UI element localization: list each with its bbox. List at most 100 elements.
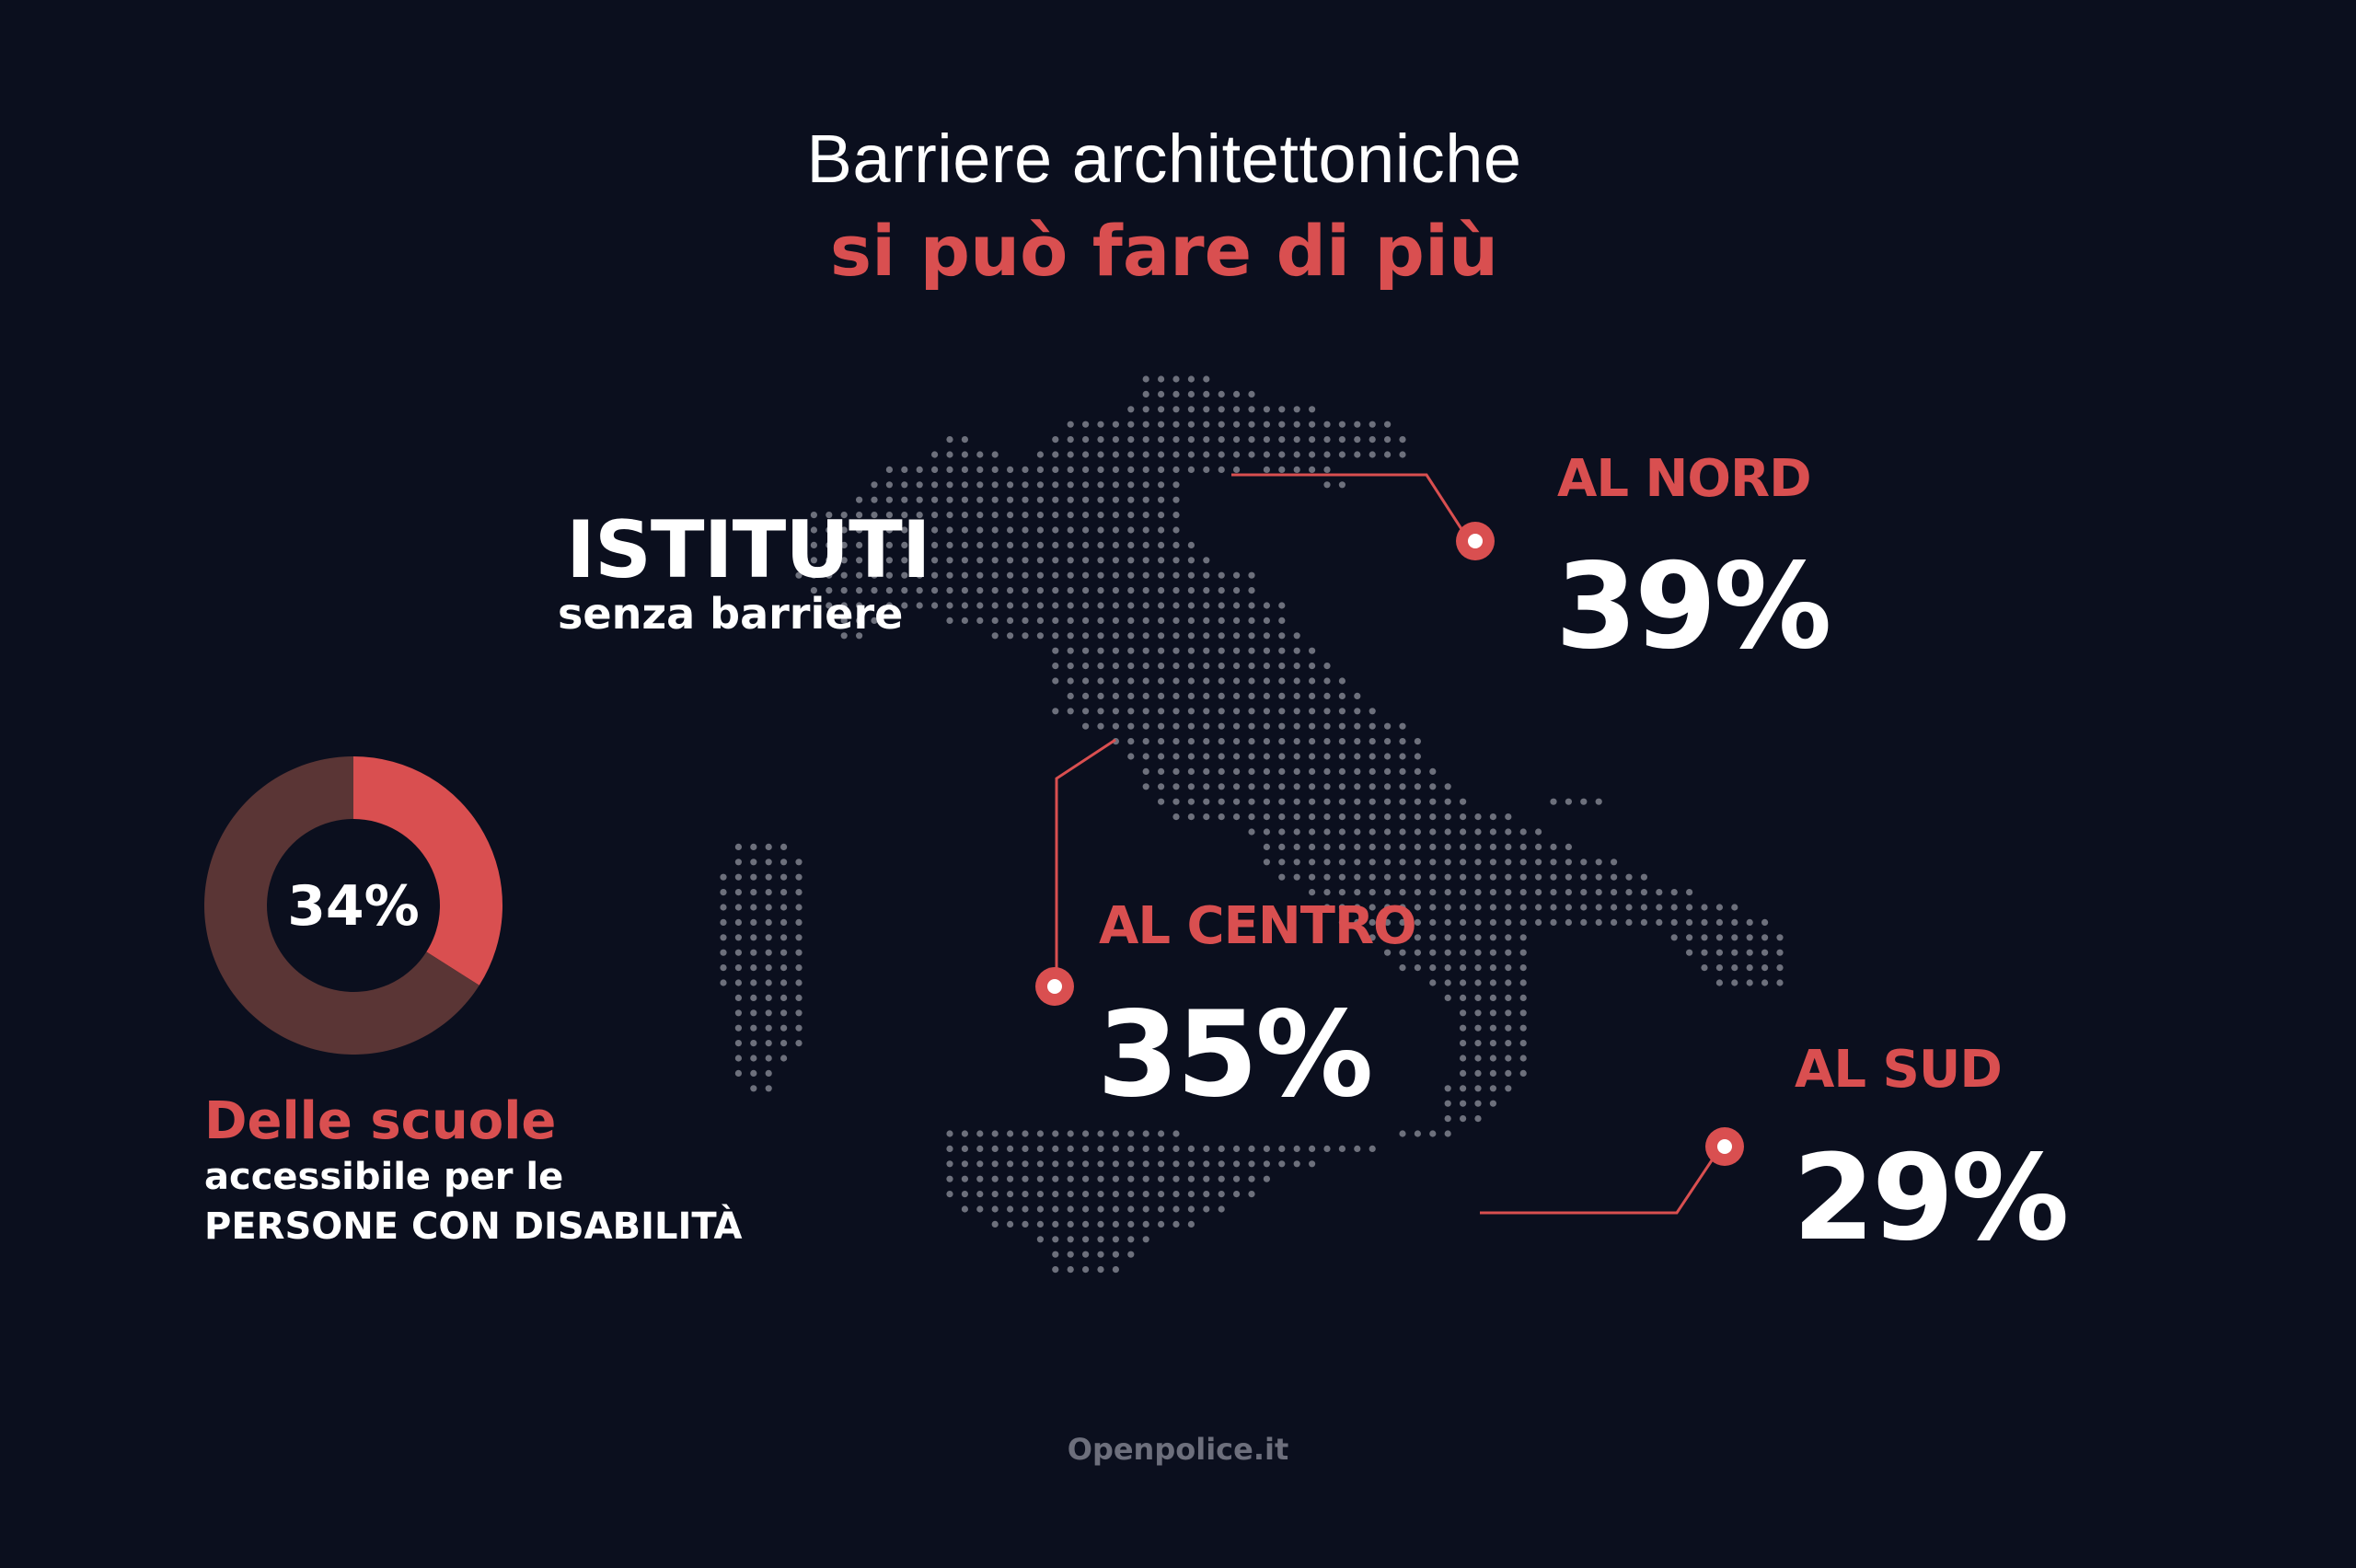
map-dot: [1052, 1160, 1059, 1168]
map-dot: [1595, 904, 1602, 911]
map-dot: [1097, 466, 1104, 473]
map-dot: [1474, 1100, 1482, 1107]
map-dot: [1460, 994, 1467, 1001]
map-dot: [1369, 421, 1376, 428]
map-dot: [840, 541, 848, 549]
map-dot: [1505, 1040, 1512, 1047]
map-dot: [856, 602, 863, 609]
map-dot: [1082, 436, 1090, 444]
map-dot: [1263, 843, 1270, 851]
map-dot: [1474, 1115, 1482, 1123]
map-dot: [1022, 1130, 1029, 1137]
map-dot: [1535, 828, 1542, 836]
map-dot: [1082, 617, 1090, 625]
map-dot: [1233, 587, 1241, 594]
map-dot: [1323, 708, 1331, 715]
map-dot: [1309, 677, 1316, 685]
map-dot: [1354, 798, 1361, 805]
map-dot: [1233, 798, 1241, 805]
region-value-nord: 39%: [1555, 538, 1831, 675]
map-dot: [1640, 889, 1647, 896]
map-dot: [1444, 979, 1451, 986]
map-dot: [1052, 1236, 1059, 1243]
map-dot: [1489, 918, 1496, 927]
map-dot: [1248, 1175, 1255, 1182]
map-dot: [1686, 889, 1693, 896]
map-dot: [1218, 798, 1225, 805]
region-label-centro: AL CENTRO: [1099, 896, 1417, 956]
map-dot: [1233, 1160, 1241, 1168]
map-dot: [810, 571, 818, 579]
map-dot: [1082, 1130, 1090, 1137]
map-dot: [1172, 571, 1180, 579]
donut-slice-accessible: [353, 756, 502, 986]
map-dot: [1158, 1145, 1165, 1152]
map-dot: [991, 496, 999, 503]
map-dot: [840, 571, 848, 579]
map-dot: [1233, 436, 1241, 444]
map-dot: [1067, 1220, 1074, 1228]
map-dot: [1172, 783, 1180, 790]
map-dot: [1218, 571, 1225, 579]
map-dot: [1127, 738, 1135, 745]
map-dot: [961, 481, 968, 489]
map-dot: [765, 934, 772, 941]
map-dot: [1036, 451, 1044, 458]
map-dot: [1761, 949, 1769, 956]
map-dot: [1248, 571, 1255, 579]
map-dot: [1158, 375, 1165, 383]
map-dot: [1022, 481, 1029, 489]
map-dot: [1354, 753, 1361, 760]
map-dot: [1142, 753, 1149, 760]
map-dot: [1460, 904, 1467, 911]
map-dot: [1233, 466, 1241, 473]
map-dot: [1580, 873, 1588, 881]
map-dot: [1172, 496, 1180, 503]
map-dot: [1022, 1205, 1029, 1213]
map-dot: [1082, 587, 1090, 594]
map-dot: [1338, 859, 1345, 866]
map-dot: [1007, 466, 1014, 473]
map-dot: [1127, 436, 1135, 444]
map-dot: [1158, 1160, 1165, 1168]
map-dot: [916, 587, 923, 594]
map-dot: [720, 949, 727, 956]
map-dot: [1580, 918, 1588, 927]
map-dot: [1187, 1175, 1195, 1182]
map-dot: [946, 587, 953, 594]
map-dot: [1203, 753, 1210, 760]
map-dot: [1323, 738, 1331, 745]
map-dot: [1187, 375, 1195, 383]
map-dot: [1595, 918, 1602, 927]
map-dot: [1384, 783, 1392, 790]
map-dot: [1022, 466, 1029, 473]
map-dot: [1248, 390, 1255, 398]
map-dot: [1278, 663, 1286, 670]
map-dot: [1082, 1205, 1090, 1213]
map-dot: [1248, 617, 1255, 625]
map-dot: [1701, 904, 1708, 911]
map-dot: [1354, 767, 1361, 776]
map-dot: [1127, 587, 1135, 594]
map-dot: [1489, 949, 1496, 956]
map-dot: [991, 1175, 999, 1182]
map-dot: [1248, 753, 1255, 760]
map-dot: [946, 617, 953, 625]
map-dot: [840, 557, 848, 564]
map-dot: [1519, 918, 1527, 927]
map-dot: [1414, 767, 1421, 776]
map-dot: [1097, 663, 1104, 670]
map-dot: [1278, 722, 1286, 730]
map-dot: [1474, 889, 1482, 896]
donut-chart: [203, 756, 502, 1055]
map-dot: [1323, 767, 1331, 776]
map-dot: [1384, 813, 1392, 821]
map-dot: [1293, 1160, 1300, 1168]
map-dot: [1338, 677, 1345, 685]
map-dot: [1384, 828, 1392, 836]
map-dot: [1036, 512, 1044, 519]
donut-value-label: 34%: [287, 874, 420, 939]
map-dot: [1233, 602, 1241, 609]
map-dot: [1414, 918, 1421, 927]
